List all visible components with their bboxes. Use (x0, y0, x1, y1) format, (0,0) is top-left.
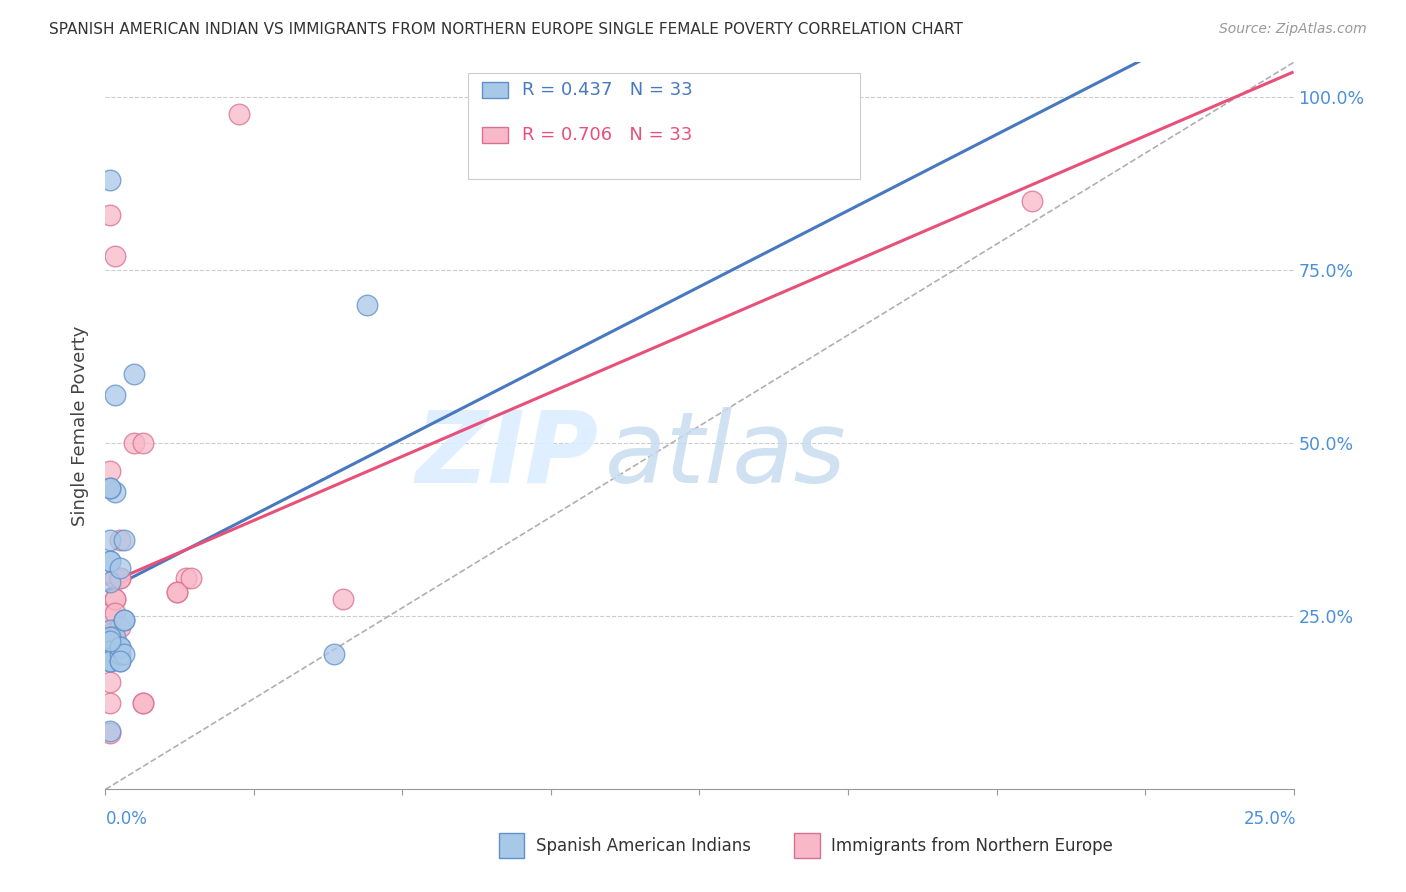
Point (98, 626, 121, 640)
Point (356, 298, 378, 312)
Point (98, 725, 121, 739)
Text: Immigrants from Northern Europe: Immigrants from Northern Europe (831, 837, 1112, 855)
Point (108, 533, 131, 548)
Point (108, 640, 131, 655)
Point (98, 654, 121, 668)
Point (98, 654, 121, 668)
Point (98, 533, 121, 548)
Point (166, 585, 188, 599)
Point (114, 648, 136, 662)
Point (98, 675, 121, 690)
FancyBboxPatch shape (482, 128, 508, 143)
Text: atlas: atlas (605, 407, 846, 503)
Point (98, 696, 121, 710)
Point (132, 696, 155, 710)
Point (322, 648, 344, 662)
Point (98, 648, 121, 662)
Point (104, 606, 127, 620)
Point (122, 367, 145, 381)
Point (104, 630, 127, 644)
Point (132, 436, 155, 450)
Point (98, 633, 121, 648)
Point (104, 571, 127, 585)
Point (98, 651, 121, 665)
Point (98, 723, 121, 738)
Point (98, 640, 121, 655)
Point (166, 585, 188, 599)
Text: Spanish American Indians: Spanish American Indians (536, 837, 751, 855)
Point (98, 606, 121, 620)
Point (180, 571, 202, 585)
Point (108, 620, 131, 634)
Point (98, 633, 121, 648)
Point (98, 630, 121, 644)
Point (174, 571, 197, 585)
Point (104, 249, 127, 263)
Point (98, 630, 121, 644)
Point (108, 571, 131, 585)
Text: R = 0.706   N = 33: R = 0.706 N = 33 (523, 126, 693, 145)
Point (98, 623, 121, 637)
Point (114, 533, 136, 548)
Point (132, 696, 155, 710)
Point (98, 574, 121, 589)
Point (1021, 194, 1043, 208)
Point (98, 554, 121, 568)
Point (98, 481, 121, 495)
Point (98, 481, 121, 495)
Point (108, 648, 131, 662)
Text: 0.0%: 0.0% (105, 810, 148, 828)
Point (108, 571, 131, 585)
Point (104, 592, 127, 607)
Point (98, 464, 121, 478)
Point (104, 592, 127, 607)
Point (114, 613, 136, 627)
Point (228, 107, 250, 121)
Point (98, 654, 121, 668)
Point (108, 654, 131, 668)
Point (98, 648, 121, 662)
Point (108, 654, 131, 668)
Point (114, 613, 136, 627)
FancyBboxPatch shape (468, 73, 860, 178)
Point (98, 554, 121, 568)
Point (332, 592, 354, 607)
Point (98, 648, 121, 662)
Text: ZIP: ZIP (416, 407, 599, 503)
Text: SPANISH AMERICAN INDIAN VS IMMIGRANTS FROM NORTHERN EUROPE SINGLE FEMALE POVERTY: SPANISH AMERICAN INDIAN VS IMMIGRANTS FR… (49, 22, 963, 37)
Text: Source: ZipAtlas.com: Source: ZipAtlas.com (1219, 22, 1367, 37)
Point (108, 561, 131, 575)
Point (98, 208, 121, 222)
Point (98, 644, 121, 658)
Text: R = 0.437   N = 33: R = 0.437 N = 33 (523, 81, 693, 99)
Point (104, 388, 127, 402)
Point (108, 640, 131, 655)
Point (104, 484, 127, 499)
FancyBboxPatch shape (482, 82, 508, 98)
Point (122, 436, 145, 450)
Y-axis label: Single Female Poverty: Single Female Poverty (72, 326, 90, 526)
Text: 25.0%: 25.0% (1244, 810, 1296, 828)
Point (98, 173, 121, 187)
Point (104, 633, 127, 648)
